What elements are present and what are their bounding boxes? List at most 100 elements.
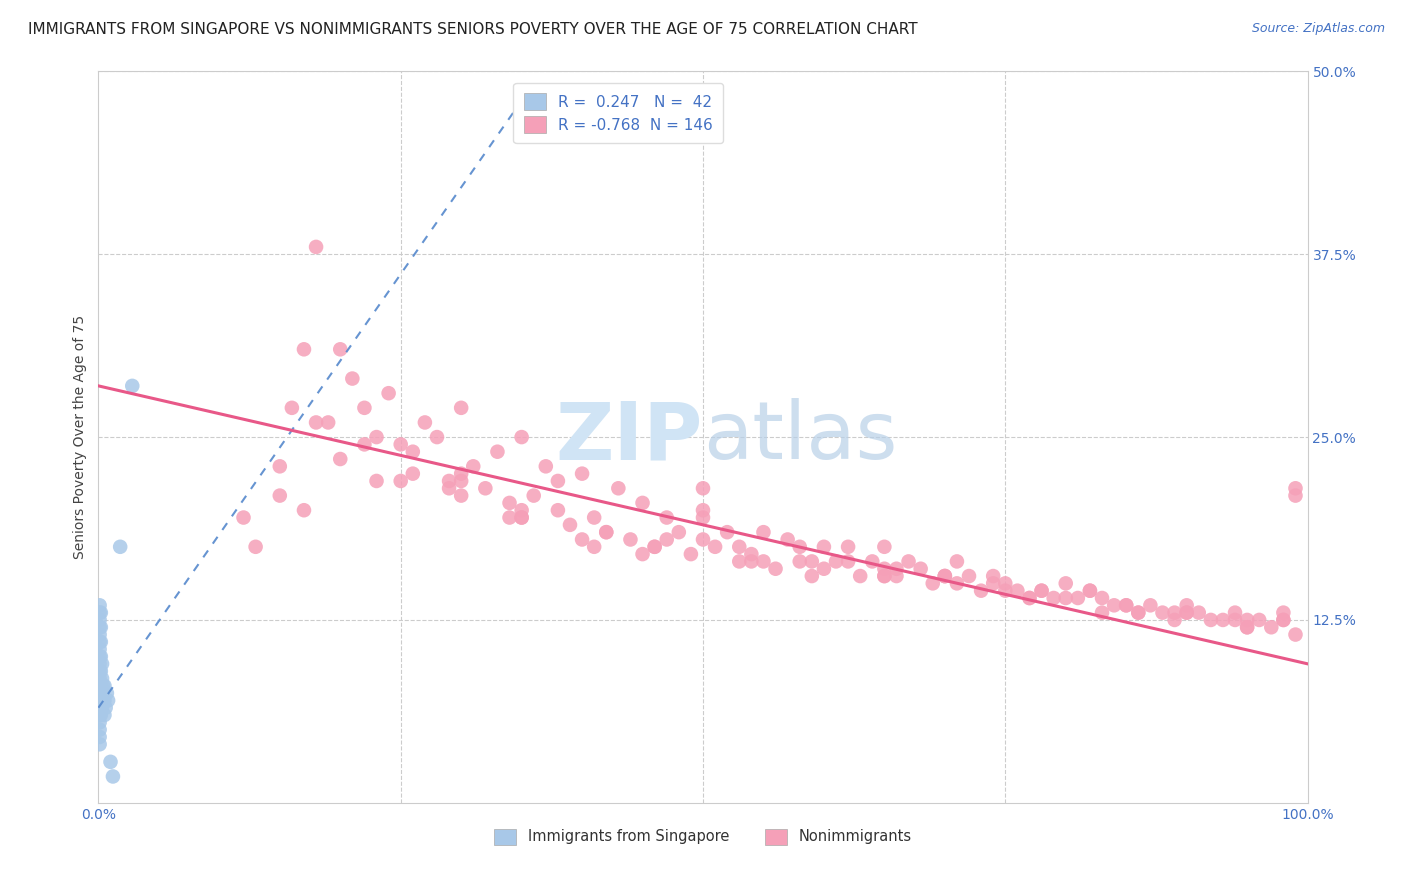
Point xyxy=(1249,613,1271,627)
Point xyxy=(89,715,111,730)
Point xyxy=(245,540,267,554)
Point xyxy=(1260,620,1282,634)
Point xyxy=(583,540,606,554)
Point xyxy=(89,723,111,737)
Point xyxy=(474,481,496,495)
Point xyxy=(89,737,111,751)
Point xyxy=(631,547,654,561)
Point xyxy=(90,649,112,664)
Point xyxy=(571,467,593,481)
Point xyxy=(1223,613,1246,627)
Point xyxy=(668,525,690,540)
Point xyxy=(1115,599,1137,613)
Point xyxy=(91,693,114,707)
Point xyxy=(89,686,111,700)
Point xyxy=(1018,591,1040,605)
Text: IMMIGRANTS FROM SINGAPORE VS NONIMMIGRANTS SENIORS POVERTY OVER THE AGE OF 75 CO: IMMIGRANTS FROM SINGAPORE VS NONIMMIGRAN… xyxy=(28,22,918,37)
Point xyxy=(89,657,111,671)
Point xyxy=(1078,583,1101,598)
Point xyxy=(89,599,111,613)
Point xyxy=(89,613,111,627)
Point xyxy=(1272,606,1295,620)
Point xyxy=(90,620,112,634)
Point xyxy=(402,467,425,481)
Point xyxy=(97,693,120,707)
Point xyxy=(89,606,111,620)
Point xyxy=(91,657,114,671)
Point xyxy=(90,606,112,620)
Point xyxy=(800,569,823,583)
Point xyxy=(1031,583,1053,598)
Point xyxy=(437,481,460,495)
Point xyxy=(1223,606,1246,620)
Point xyxy=(89,730,111,744)
Point xyxy=(89,693,111,707)
Point xyxy=(692,533,714,547)
Point xyxy=(121,379,143,393)
Point xyxy=(571,533,593,547)
Point xyxy=(825,554,848,568)
Point xyxy=(1236,620,1258,634)
Point xyxy=(1042,591,1064,605)
Point xyxy=(463,459,485,474)
Point xyxy=(692,503,714,517)
Point xyxy=(1139,599,1161,613)
Point xyxy=(89,679,111,693)
Point xyxy=(1175,606,1198,620)
Point xyxy=(316,416,339,430)
Point xyxy=(108,540,131,554)
Point xyxy=(450,489,472,503)
Point xyxy=(1007,583,1029,598)
Point xyxy=(342,371,364,385)
Point xyxy=(1018,591,1040,605)
Point xyxy=(849,569,872,583)
Point xyxy=(813,540,835,554)
Point xyxy=(800,554,823,568)
Point xyxy=(89,635,111,649)
Point xyxy=(90,679,112,693)
Point xyxy=(873,569,896,583)
Point xyxy=(510,503,533,517)
Point xyxy=(89,642,111,657)
Point xyxy=(547,474,569,488)
Point xyxy=(994,576,1017,591)
Point xyxy=(486,444,509,458)
Point xyxy=(90,708,112,723)
Point xyxy=(329,452,352,467)
Point xyxy=(101,769,124,783)
Point xyxy=(91,672,114,686)
Point xyxy=(1284,481,1306,495)
Point xyxy=(886,569,908,583)
Point xyxy=(644,540,666,554)
Point xyxy=(1078,583,1101,598)
Y-axis label: Seniors Poverty Over the Age of 75: Seniors Poverty Over the Age of 75 xyxy=(73,315,87,559)
Point xyxy=(1236,613,1258,627)
Point xyxy=(523,489,546,503)
Point xyxy=(377,386,399,401)
Point xyxy=(692,510,714,524)
Point xyxy=(644,540,666,554)
Point xyxy=(1163,613,1185,627)
Point xyxy=(1236,620,1258,634)
Point xyxy=(353,401,375,415)
Point xyxy=(655,533,678,547)
Point xyxy=(595,525,617,540)
Point xyxy=(89,664,111,678)
Point xyxy=(269,459,291,474)
Point xyxy=(813,562,835,576)
Point xyxy=(1212,613,1234,627)
Point xyxy=(450,401,472,415)
Point xyxy=(510,430,533,444)
Point xyxy=(886,562,908,576)
Point xyxy=(946,554,969,568)
Point xyxy=(90,664,112,678)
Point xyxy=(389,474,412,488)
Point xyxy=(595,525,617,540)
Point xyxy=(91,679,114,693)
Point xyxy=(789,540,811,554)
Point xyxy=(1199,613,1222,627)
Point xyxy=(655,510,678,524)
Point xyxy=(269,489,291,503)
Point xyxy=(96,686,118,700)
Point xyxy=(873,562,896,576)
